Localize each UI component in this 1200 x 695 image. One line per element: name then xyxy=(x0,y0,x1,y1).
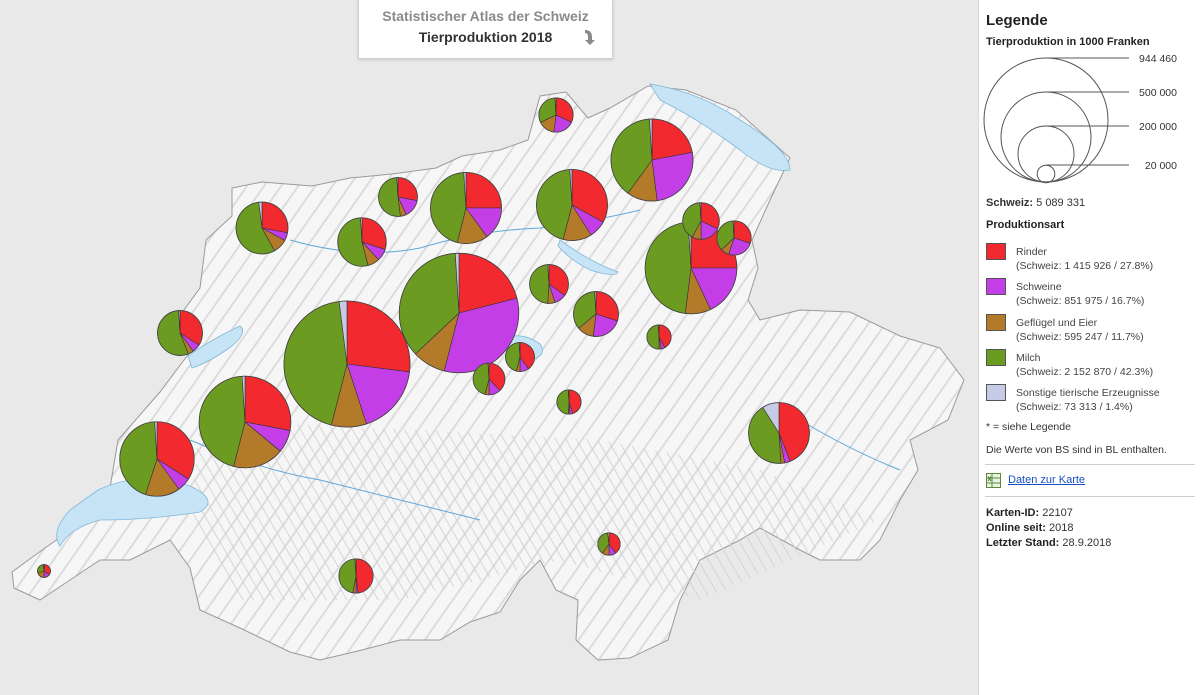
pie-outline xyxy=(378,177,418,217)
legend-item-sonstige: Sonstige tierische Erzeugnisse (Schweiz:… xyxy=(1016,387,1160,413)
pie-TG[interactable] xyxy=(610,118,694,202)
size-value-4: 20 000 xyxy=(1145,160,1177,172)
divider xyxy=(985,496,1195,497)
meta-letzter-stand: Letzter Stand: 28.9.2018 xyxy=(986,537,1112,549)
legend-heading: Legende xyxy=(986,12,1048,29)
pie-NE[interactable] xyxy=(157,310,203,356)
pie-LU[interactable] xyxy=(398,252,520,374)
divider xyxy=(985,464,1195,465)
schweiz-total-label: Schweiz: xyxy=(986,197,1034,209)
pie-outline xyxy=(283,300,411,428)
title-box: Statistischer Atlas der Schweiz Tierprod… xyxy=(358,0,613,59)
pie-BE[interactable] xyxy=(283,300,411,428)
size-legend: 944 460 500 000 200 000 20 000 xyxy=(983,53,1177,184)
pie-VD[interactable] xyxy=(119,421,195,497)
legend-item-milch: Milch (Schweiz: 2 152 870 / 42.3%) xyxy=(1016,352,1154,378)
pie-outline xyxy=(235,201,289,255)
pie-charts xyxy=(37,97,810,594)
swatch-sonstige xyxy=(986,384,1006,401)
pie-GR[interactable] xyxy=(748,402,810,464)
pie-AG[interactable] xyxy=(430,172,502,244)
pie-outline xyxy=(538,97,574,133)
size-value-2: 500 000 xyxy=(1139,87,1177,99)
pie-outline xyxy=(682,202,720,240)
pie-outline xyxy=(529,264,569,304)
type-legend-title: Produktionsart xyxy=(986,219,1065,231)
lake-constance xyxy=(649,83,791,171)
pie-outline xyxy=(646,324,672,350)
size-value-3: 200 000 xyxy=(1139,121,1177,133)
meta-karten-id: Karten-ID: 22107 xyxy=(986,507,1073,519)
size-value-1: 944 460 xyxy=(1139,53,1177,65)
pie-outline xyxy=(472,362,506,396)
pie-OW[interactable] xyxy=(472,362,506,396)
note-legend: * = siehe Legende xyxy=(986,421,1071,433)
pie-outline xyxy=(610,118,694,202)
size-legend-title: Tierproduktion in 1000 Franken xyxy=(986,36,1150,48)
pie-outline xyxy=(573,291,619,337)
map-subtitle: Tierproduktion 2018 xyxy=(418,29,553,45)
pie-outline xyxy=(556,389,582,415)
pie-FR[interactable] xyxy=(198,375,292,469)
note-bs: Die Werte von BS sind in BL enthalten. xyxy=(986,444,1167,456)
map-area[interactable]: Statistischer Atlas der Schweiz Tierprod… xyxy=(0,0,978,695)
meta-online-seit: Online seit: 2018 xyxy=(986,522,1074,534)
pie-ZG[interactable] xyxy=(573,291,619,337)
legend-item-gefluegel: Geflügel und Eier (Schweiz: 595 247 / 11… xyxy=(1016,317,1144,343)
pie-outline xyxy=(716,220,752,256)
svg-text:X: X xyxy=(988,477,992,483)
swatch-milch xyxy=(986,349,1006,366)
schweiz-total: Schweiz: 5 089 331 xyxy=(986,197,1085,209)
pie-ZH[interactable] xyxy=(536,169,608,241)
pie-GL[interactable] xyxy=(646,324,672,350)
schweiz-total-value: 5 089 331 xyxy=(1036,197,1086,209)
pie-outline xyxy=(337,217,387,267)
pie-outline xyxy=(198,375,292,469)
pie-outline xyxy=(430,172,502,244)
map-title: Statistischer Atlas der Schweiz xyxy=(382,8,589,24)
pie-BL[interactable] xyxy=(378,177,418,217)
pie-TI[interactable] xyxy=(597,532,621,556)
lake-neuchatel xyxy=(187,325,244,369)
pie-outline xyxy=(505,342,535,372)
pie-NW[interactable] xyxy=(505,342,535,372)
legend-panel: Legende Tierproduktion in 1000 Franken 9… xyxy=(978,0,1200,695)
pie-AI[interactable] xyxy=(716,220,752,256)
legend-item-schweine: Schweine (Schweiz: 851 975 / 16.7%) xyxy=(1016,281,1145,307)
swatch-schweine xyxy=(986,278,1006,295)
pie-AR[interactable] xyxy=(682,202,720,240)
download-arrow-icon[interactable] xyxy=(582,28,598,46)
pie-VS[interactable] xyxy=(338,558,374,594)
switzerland-map[interactable] xyxy=(0,0,978,695)
pie-outline xyxy=(748,402,810,464)
spreadsheet-icon[interactable]: X xyxy=(986,473,1001,488)
pie-JU[interactable] xyxy=(235,201,289,255)
pie-outline xyxy=(157,310,203,356)
pie-SZ[interactable] xyxy=(529,264,569,304)
data-link[interactable]: Daten zur Karte xyxy=(1008,474,1086,486)
pie-GE[interactable] xyxy=(37,564,51,578)
pie-outline xyxy=(398,252,520,374)
pie-SO[interactable] xyxy=(337,217,387,267)
pie-UR[interactable] xyxy=(556,389,582,415)
pie-outline xyxy=(119,421,195,497)
pie-outline xyxy=(37,564,51,578)
legend-item-rinder: Rinder (Schweiz: 1 415 926 / 27.8%) xyxy=(1016,246,1154,272)
swatch-gefluegel xyxy=(986,314,1006,331)
pie-outline xyxy=(597,532,621,556)
swatch-rinder xyxy=(986,243,1006,260)
pie-outline xyxy=(338,558,374,594)
pie-SH[interactable] xyxy=(538,97,574,133)
pie-outline xyxy=(536,169,608,241)
lake-zurich xyxy=(557,239,619,275)
